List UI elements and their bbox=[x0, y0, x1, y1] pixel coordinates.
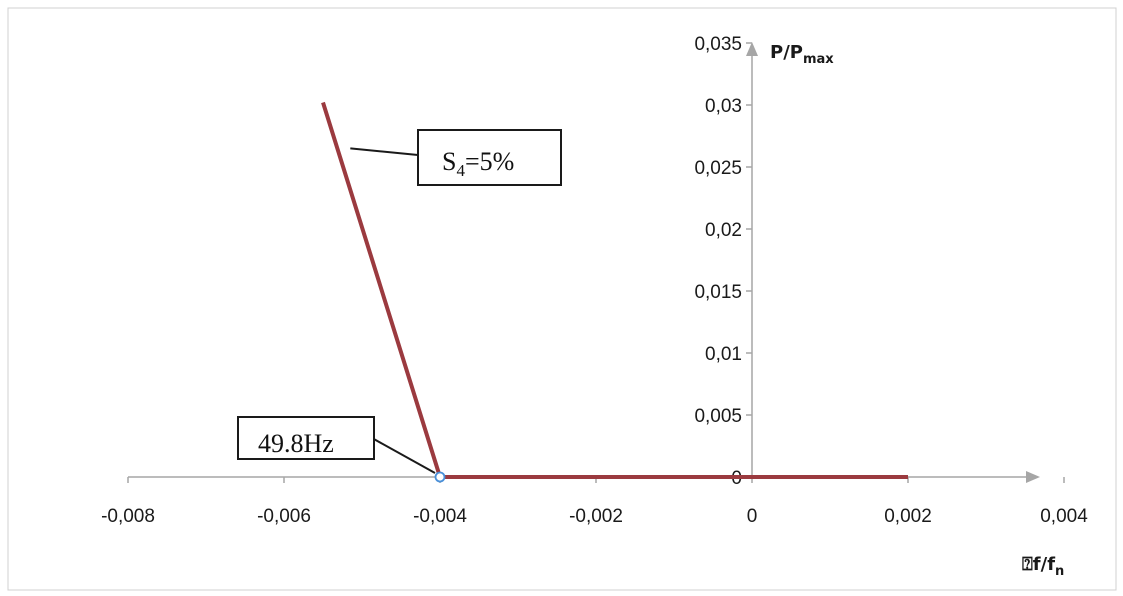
y-tick-label: 0,025 bbox=[694, 158, 742, 179]
callout-s4: S4=5% bbox=[350, 129, 562, 186]
y-tick-label: 0,02 bbox=[705, 220, 742, 241]
callout-s4-box bbox=[417, 129, 562, 186]
callout-s4-leader bbox=[350, 147, 419, 156]
callout-freq-leader bbox=[371, 437, 436, 474]
x-tick-label: -0,006 bbox=[257, 506, 311, 527]
x-axis-title: ⍰f/fn bbox=[1022, 554, 1064, 579]
x-tick-label: -0,004 bbox=[413, 506, 467, 527]
callout-freq: 49.8Hz bbox=[237, 416, 436, 474]
y-tick-label: 0,005 bbox=[694, 406, 742, 427]
callout-freq-box bbox=[237, 416, 375, 460]
y-tick-label: 0,015 bbox=[694, 282, 742, 303]
data-point-marker bbox=[434, 471, 446, 483]
y-tick-label: 0,035 bbox=[694, 34, 742, 55]
x-tick-label: 0,004 bbox=[1040, 506, 1088, 527]
x-tick-label: -0,002 bbox=[569, 506, 623, 527]
chart-border bbox=[7, 7, 1117, 591]
x-axis-arrow bbox=[1026, 471, 1040, 483]
x-tick-label: 0 bbox=[747, 506, 758, 527]
callout-s4-text: S4=5% bbox=[442, 147, 514, 180]
x-tick-label: 0,002 bbox=[884, 506, 932, 527]
callout-freq-text: 49.8Hz bbox=[258, 429, 334, 458]
series-layer bbox=[321, 101, 908, 483]
y-axis-title: P/Pmax bbox=[770, 42, 834, 67]
y-tick-label: 0,03 bbox=[705, 96, 742, 117]
x-ticks: -0,008 -0,006 -0,004 -0,002 0 0,002 0,004 bbox=[101, 477, 1088, 527]
series-line bbox=[321, 101, 908, 479]
x-tick-label: -0,008 bbox=[101, 506, 155, 527]
y-tick-label: 0,01 bbox=[705, 344, 742, 365]
y-axis-arrow bbox=[746, 42, 758, 56]
